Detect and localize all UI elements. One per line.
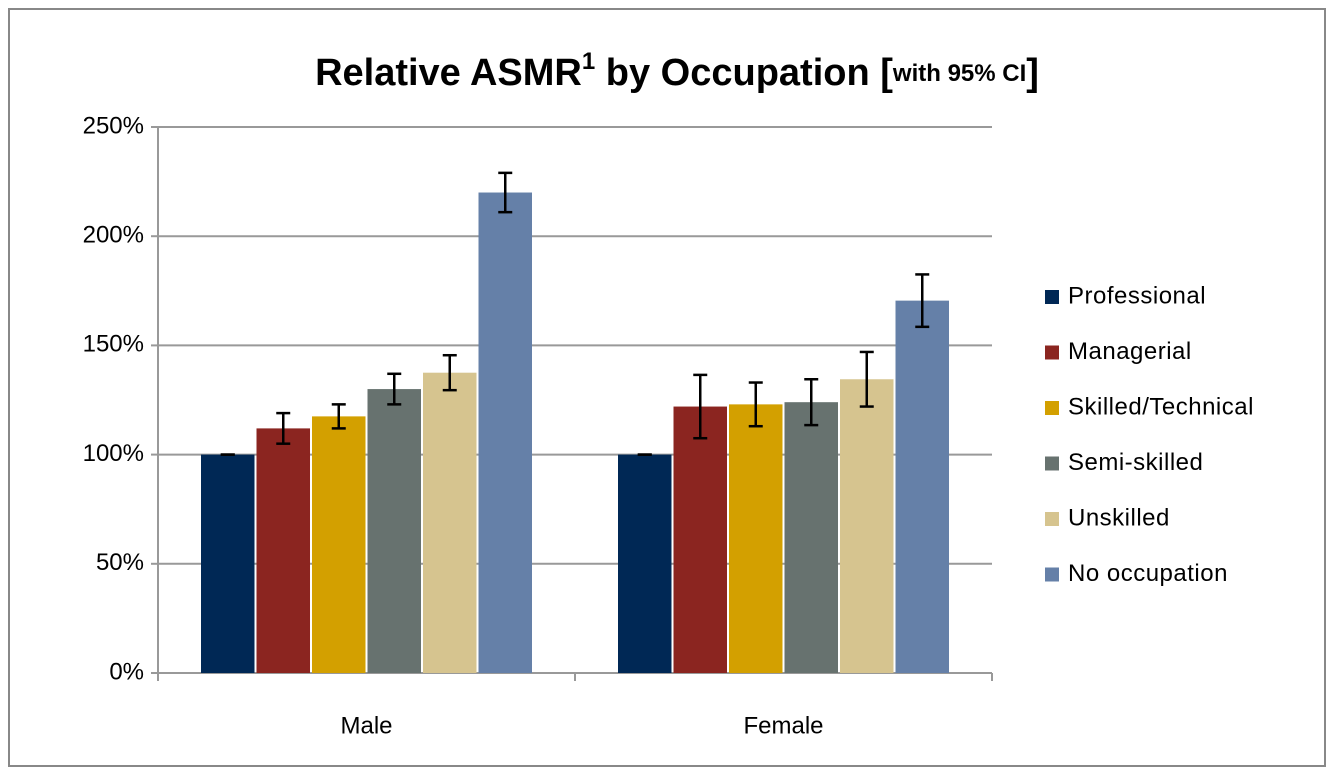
- bar: [312, 416, 366, 673]
- title-superscript: 1: [582, 48, 595, 75]
- bar: [784, 402, 838, 673]
- y-tick-label: 100%: [83, 440, 144, 467]
- legend-swatch: [1045, 345, 1059, 360]
- legend-swatch: [1045, 567, 1059, 582]
- bar: [895, 300, 949, 673]
- x-tick-label: Male: [340, 712, 392, 739]
- bar: [423, 372, 477, 673]
- bar: [367, 389, 421, 673]
- legend-label: Managerial: [1068, 338, 1192, 365]
- legend-swatch: [1045, 456, 1059, 471]
- y-tick-label: 50%: [96, 549, 144, 576]
- y-tick-label: 200%: [83, 222, 144, 249]
- y-tick-label: 0%: [109, 658, 144, 685]
- bar: [256, 428, 310, 673]
- legend-swatch: [1045, 290, 1059, 304]
- y-tick-label: 150%: [83, 331, 144, 358]
- bar: [729, 404, 783, 673]
- y-tick-label: 250%: [83, 112, 144, 139]
- bar: [201, 454, 255, 673]
- title-main: Relative ASMR: [315, 52, 582, 94]
- legend-label: No occupation: [1068, 560, 1228, 587]
- title-rest: by Occupation [: [595, 52, 893, 94]
- title-small: with 95% CI: [892, 60, 1026, 87]
- legend-label: Semi-skilled: [1068, 449, 1203, 476]
- bar: [618, 454, 672, 673]
- title-end: ]: [1026, 52, 1039, 94]
- bar: [840, 379, 894, 673]
- legend-swatch: [1045, 512, 1059, 526]
- x-tick-label: Female: [743, 712, 823, 739]
- legend-label: Unskilled: [1068, 504, 1170, 531]
- chart-title: Relative ASMR1 by Occupation [with 95% C…: [315, 48, 1039, 94]
- bar: [478, 192, 532, 673]
- bar: [673, 406, 727, 673]
- legend-swatch: [1045, 401, 1059, 415]
- legend-label: Professional: [1068, 282, 1206, 309]
- legend-label: Skilled/Technical: [1068, 393, 1254, 420]
